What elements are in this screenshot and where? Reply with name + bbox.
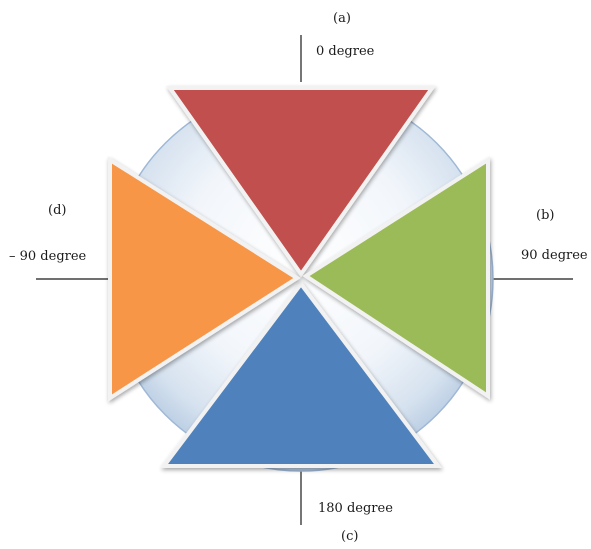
label-b: (b) — [536, 208, 555, 223]
label-d: (d) — [48, 203, 67, 218]
triangle-bottom — [159, 280, 443, 468]
label-a: (a) — [333, 11, 351, 26]
angle-label-right: 90 degree — [521, 248, 588, 263]
label-c: (c) — [341, 529, 359, 544]
triangle-top — [166, 86, 436, 278]
triangle-left — [108, 156, 301, 402]
angle-label-top: 0 degree — [316, 44, 375, 59]
angle-label-bottom: 180 degree — [318, 501, 393, 516]
angle-label-left: – 90 degree — [9, 249, 87, 264]
triangle-right — [302, 156, 490, 400]
